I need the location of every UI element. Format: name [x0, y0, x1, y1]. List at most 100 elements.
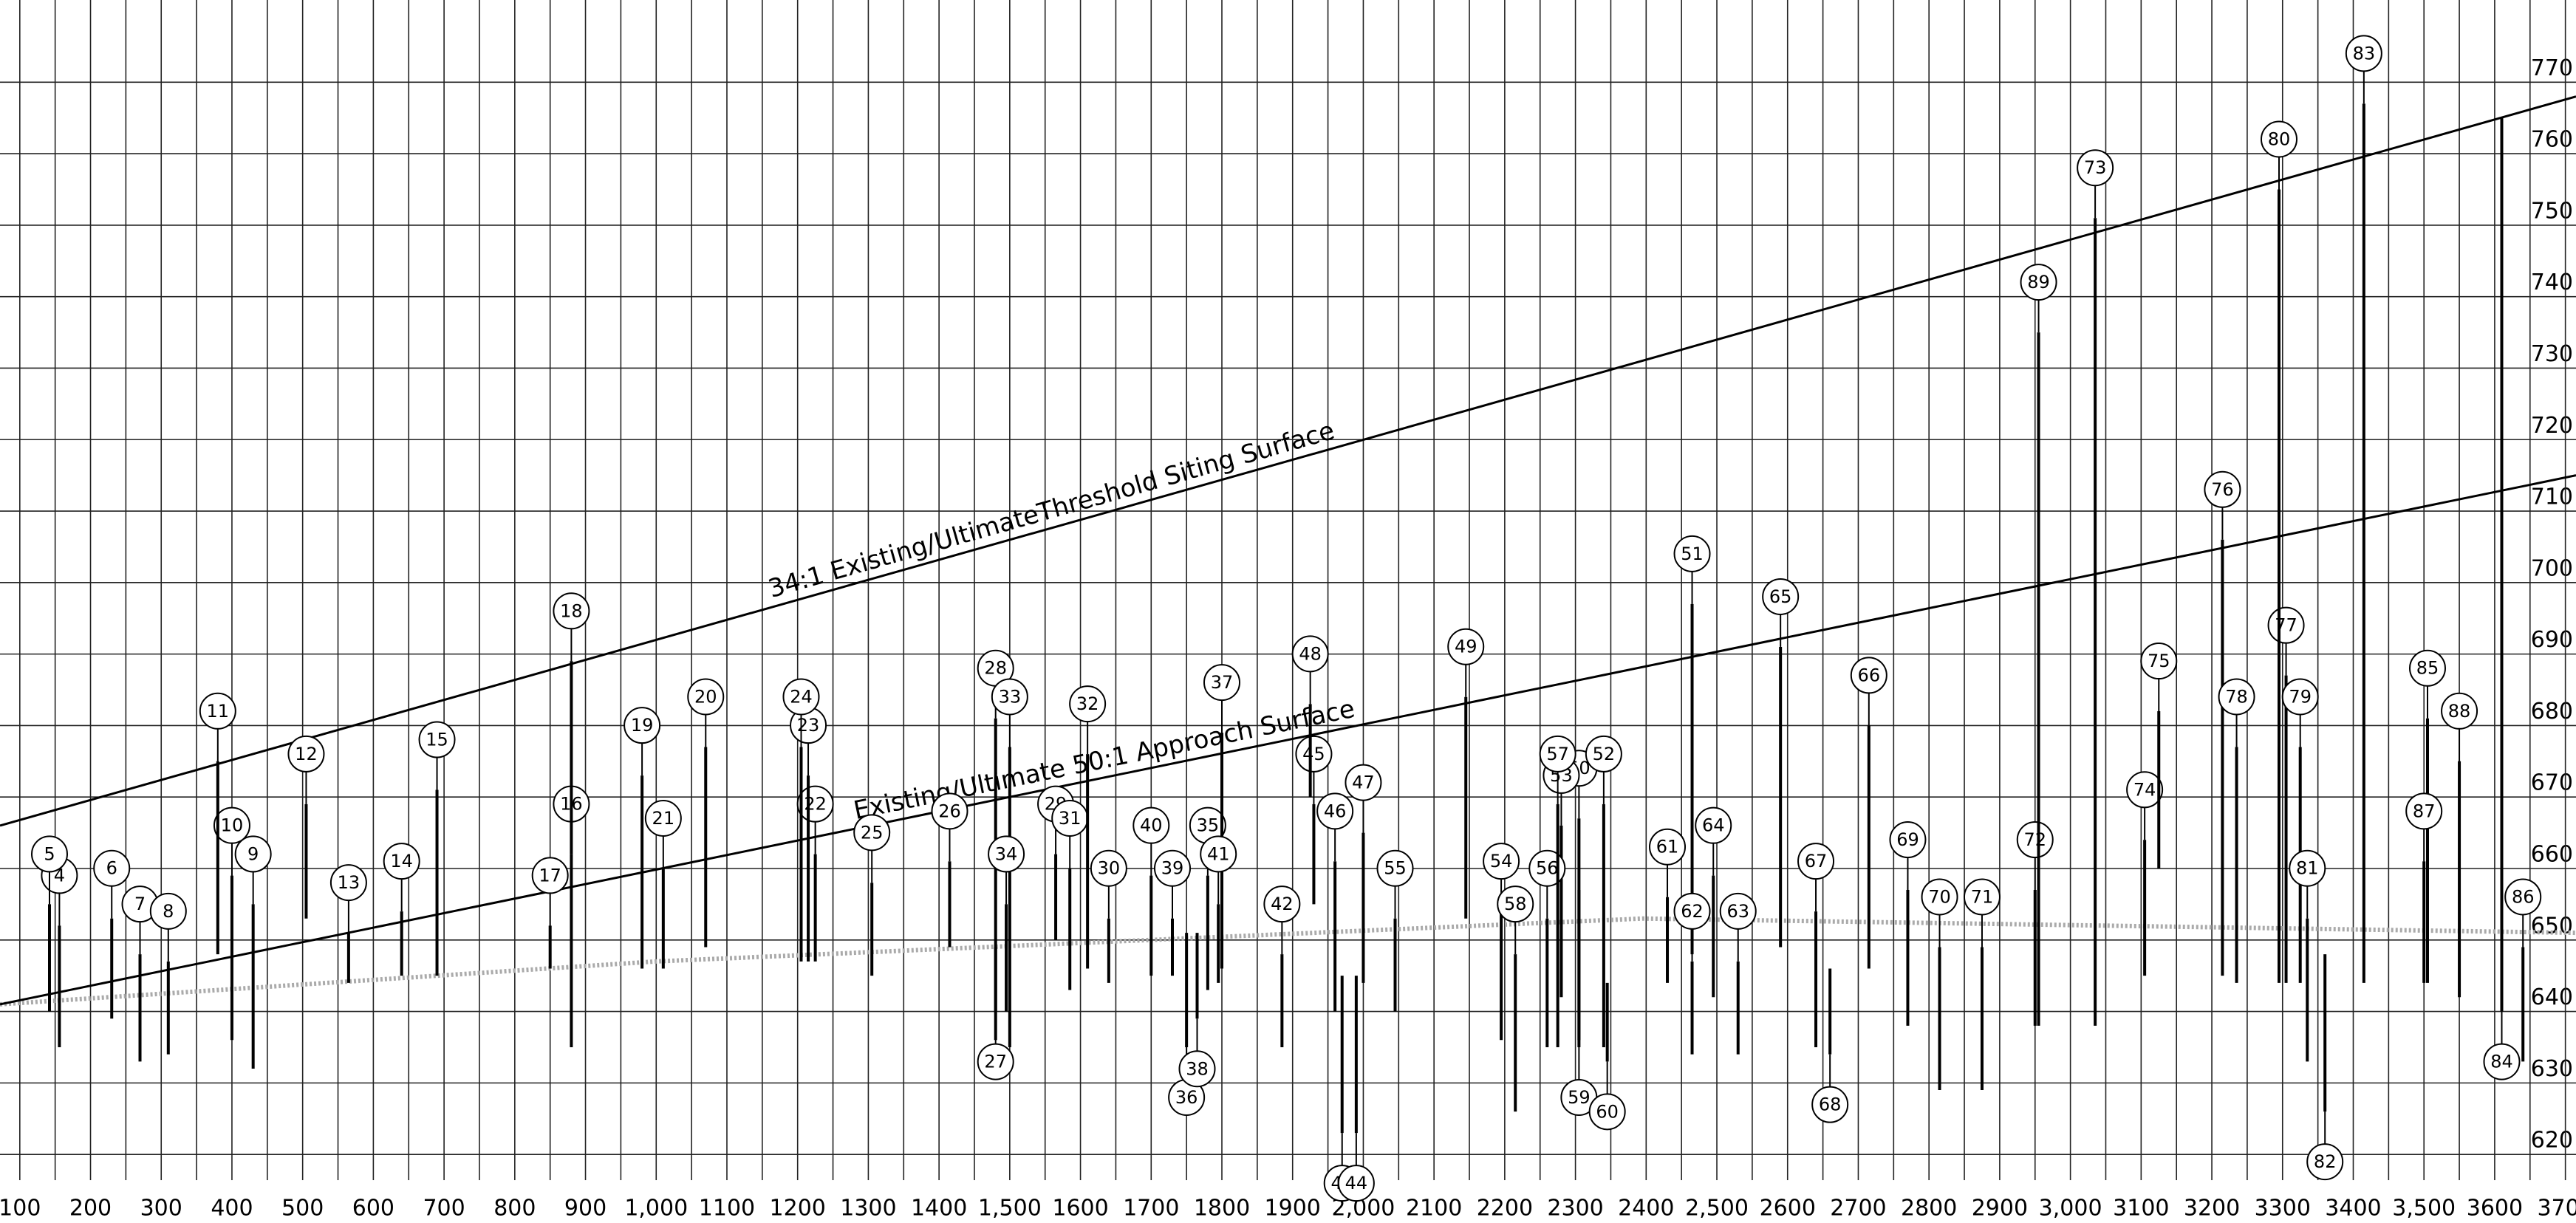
obstruction-marker — [1337, 1165, 1375, 1202]
obstruction-label: 39 — [1161, 858, 1184, 879]
obstruction-label: 28 — [984, 658, 1007, 679]
x-tick-label: 3200 — [2184, 1196, 2240, 1222]
x-tick-label: 2100 — [1406, 1196, 1462, 1222]
x-tick-label: 200 — [69, 1196, 112, 1222]
obstruction-label: 49 — [1455, 637, 1477, 657]
x-tick-label: 2700 — [1830, 1196, 1886, 1222]
obstruction-marker — [1154, 849, 1192, 887]
y-tick-label: 690 — [2531, 627, 2573, 653]
x-tick-label: 3400 — [2325, 1196, 2381, 1222]
y-tick-label: 730 — [2531, 341, 2573, 367]
obstruction-marker — [977, 1043, 1014, 1080]
obstruction-marker — [1528, 849, 1566, 887]
obstruction-marker — [329, 864, 367, 902]
x-tick-label: 3100 — [2113, 1196, 2169, 1222]
y-tick-label: 700 — [2531, 555, 2573, 581]
obstruction-marker — [1263, 885, 1301, 923]
obstruction-label: 11 — [207, 701, 230, 722]
obstruction-marker — [1203, 664, 1241, 702]
x-tick-label: 100 — [0, 1196, 41, 1222]
obstruction-label: 63 — [1726, 901, 1749, 922]
x-tick-label: 2,500 — [1685, 1196, 1749, 1222]
obstruction-marker — [2405, 792, 2443, 830]
y-tick-label: 680 — [2531, 699, 2573, 724]
obstruction-marker — [796, 785, 834, 823]
obstruction-marker — [991, 678, 1028, 716]
surface-line — [0, 474, 2576, 1006]
obstruction-label: 21 — [652, 808, 675, 829]
x-tick-label: 800 — [493, 1196, 536, 1222]
obstruction-label: 89 — [2027, 272, 2050, 292]
ground-line — [0, 916, 2576, 1007]
obstruction-marker — [1811, 1086, 1849, 1123]
obstruction-marker — [1963, 878, 2001, 916]
obstruction-marker — [2020, 264, 2057, 301]
x-tick-label: 1700 — [1123, 1196, 1179, 1222]
y-tick-label: 630 — [2531, 1056, 2573, 1082]
obstruction-label: 64 — [1702, 815, 1725, 836]
x-tick-label: 1400 — [911, 1196, 967, 1222]
surface-line — [0, 95, 2576, 827]
y-tick-label: 720 — [2531, 413, 2573, 439]
obstruction-marker — [1132, 806, 1170, 844]
obstruction-marker — [418, 721, 456, 758]
y-tick-label: 740 — [2531, 270, 2573, 295]
obstruction-label: 56 — [1536, 858, 1559, 879]
obstruction-marker — [1649, 828, 1687, 866]
obstruction-label: 40 — [1140, 815, 1163, 836]
obstruction-label: 31 — [1059, 808, 1082, 829]
x-tick-label: 2600 — [1760, 1196, 1816, 1222]
obstruction-label: 5 — [44, 843, 55, 864]
obstruction-label: 9 — [247, 843, 259, 864]
obstruction-marker — [1921, 878, 1958, 916]
y-tick-label: 620 — [2531, 1128, 2573, 1154]
obstruction-label: 13 — [338, 872, 361, 893]
obstruction-marker — [1316, 792, 1354, 830]
y-tick-label: 640 — [2531, 984, 2573, 1010]
y-tick-label: 750 — [2531, 198, 2573, 224]
obstruction-marker — [1090, 849, 1127, 887]
obstruction-label: 17 — [539, 865, 561, 885]
obstruction-label: 60 — [1596, 1101, 1619, 1122]
obstruction-marker — [93, 849, 131, 887]
obstruction-marker — [2306, 1143, 2344, 1181]
obstruction-marker — [2281, 678, 2319, 716]
obstruction-marker — [31, 835, 69, 873]
surface-label: 34:1 Existing/UltimateThreshold Siting S… — [765, 416, 1338, 604]
y-tick-label: 670 — [2531, 770, 2573, 796]
obstruction-marker — [2441, 692, 2478, 730]
obstruction-marker — [2408, 649, 2446, 687]
obstruction-label: 14 — [390, 851, 413, 871]
obstruction-marker — [199, 692, 236, 730]
obstruction-label: 59 — [1568, 1087, 1591, 1108]
obstruction-label: 44 — [1345, 1173, 1368, 1193]
obstruction-label: 65 — [1769, 586, 1792, 607]
obstruction-marker — [1376, 849, 1414, 887]
obstruction-label: 15 — [426, 730, 448, 750]
obstruction-label: 45 — [1302, 744, 1325, 764]
obstruction-label: 75 — [2148, 651, 2170, 671]
x-tick-label: 500 — [281, 1196, 324, 1222]
obstruction-label: 20 — [694, 686, 717, 707]
obstruction-marker — [782, 678, 820, 716]
x-tick-label: 1200 — [770, 1196, 826, 1222]
obstruction-marker — [2267, 606, 2305, 644]
x-tick-label: 1300 — [840, 1196, 896, 1222]
obstruction-marker — [1797, 843, 1835, 880]
obstruction-label: 68 — [1819, 1094, 1842, 1115]
obstruction-label: 25 — [861, 822, 884, 843]
x-tick-label: 3600 — [2467, 1196, 2523, 1222]
obstruction-label: 26 — [938, 801, 961, 821]
x-tick-label: 2900 — [1972, 1196, 2028, 1222]
x-tick-label: 2400 — [1618, 1196, 1674, 1222]
obstruction-label: 34 — [995, 843, 1018, 864]
obstruction-label: 85 — [2416, 658, 2439, 679]
obstruction-label: 36 — [1175, 1087, 1198, 1108]
obstruction-marker — [1539, 735, 1576, 772]
x-tick-label: 700 — [423, 1196, 465, 1222]
obstruction-label: 48 — [1299, 643, 1322, 664]
obstruction-marker — [2483, 1043, 2521, 1080]
x-tick-label: 2300 — [1547, 1196, 1603, 1222]
obstruction-label: 67 — [1805, 851, 1828, 871]
